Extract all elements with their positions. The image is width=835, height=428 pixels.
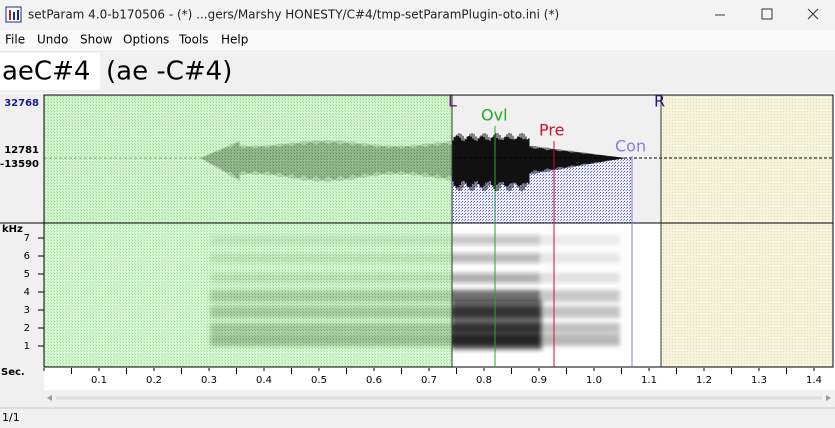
spectrogram-band xyxy=(540,273,620,283)
alias-name: aeC#4 xyxy=(2,57,90,87)
time-label: 0.2 xyxy=(146,375,162,386)
status-text: 1/1 xyxy=(2,411,20,424)
time-label: 0.8 xyxy=(476,375,492,386)
time-label: 1.3 xyxy=(751,375,767,386)
panel-border xyxy=(43,94,834,368)
app-icon xyxy=(5,6,22,23)
left-marker-label: L xyxy=(448,92,457,111)
frequency-label: 7 xyxy=(24,233,30,244)
spectrogram-panel[interactable] xyxy=(44,223,833,367)
waveform-panel[interactable] xyxy=(44,95,833,223)
amplitude-lower: -13590 xyxy=(0,159,39,170)
frequency-label: 4 xyxy=(24,287,30,298)
menu-item[interactable]: Options xyxy=(123,33,169,47)
scroll-right[interactable] xyxy=(826,395,831,401)
time-label: 1.4 xyxy=(806,375,822,386)
close-button[interactable] xyxy=(807,8,819,20)
right-marker-label: R xyxy=(654,92,665,111)
right-blank-region xyxy=(661,223,833,367)
frequency-label: 5 xyxy=(24,269,30,280)
menu-item[interactable]: File xyxy=(5,33,25,47)
right-blank-region xyxy=(661,95,833,223)
alias-input[interactable] xyxy=(0,53,100,90)
maximize-button[interactable] xyxy=(761,8,773,20)
menu-item[interactable]: Show xyxy=(80,33,113,47)
time-label: 1.2 xyxy=(696,375,712,386)
scroll-left[interactable] xyxy=(47,395,52,401)
spectrogram-band xyxy=(540,323,620,333)
time-label: 0.7 xyxy=(421,375,437,386)
menu-item[interactable]: Help xyxy=(221,33,248,47)
alias-detail: (ae -C#4) xyxy=(106,57,232,87)
offset-region xyxy=(44,223,452,367)
time-unit: Sec. xyxy=(1,367,25,378)
spectrogram-band xyxy=(540,253,620,263)
frequency-unit: kHz xyxy=(2,224,23,235)
spectrogram-band xyxy=(540,290,620,302)
time-label: 0.4 xyxy=(256,375,272,386)
offset-region xyxy=(44,95,452,223)
spectrogram-band xyxy=(452,300,542,350)
overlap-marker-label: Ovl xyxy=(481,106,508,125)
frequency-label: 3 xyxy=(24,305,30,316)
status-bar xyxy=(0,406,835,428)
preutterance-marker-label: Pre xyxy=(539,121,564,140)
consonant-marker-label: Con xyxy=(615,137,646,156)
spectrogram-band xyxy=(540,306,620,318)
frequency-label: 6 xyxy=(24,251,30,262)
amplitude-max: 32768 xyxy=(4,98,39,109)
alias-row xyxy=(0,50,835,93)
frequency-label: 2 xyxy=(24,323,30,334)
frequency-label: 1 xyxy=(24,341,30,352)
time-label: 1.1 xyxy=(641,375,657,386)
time-label: 0.9 xyxy=(531,375,547,386)
window-title: setParam 4.0-b170506 - (*) ...gers/Marsh… xyxy=(28,8,559,22)
time-label: 0.3 xyxy=(201,375,217,386)
label-gutter xyxy=(0,94,44,390)
amplitude-upper: 12781 xyxy=(4,145,39,156)
spectrogram-band xyxy=(540,235,620,245)
time-label: 1.0 xyxy=(586,375,602,386)
time-label: 0.1 xyxy=(91,375,107,386)
time-label: 0.6 xyxy=(366,375,382,386)
menu-item[interactable]: Tools xyxy=(178,33,209,47)
spectrogram-band xyxy=(540,334,620,346)
menu-item[interactable]: Undo xyxy=(37,33,68,47)
time-axis xyxy=(44,368,833,390)
time-label: 0.5 xyxy=(311,375,327,386)
title-bar xyxy=(0,0,835,30)
menu-bar xyxy=(0,30,835,49)
